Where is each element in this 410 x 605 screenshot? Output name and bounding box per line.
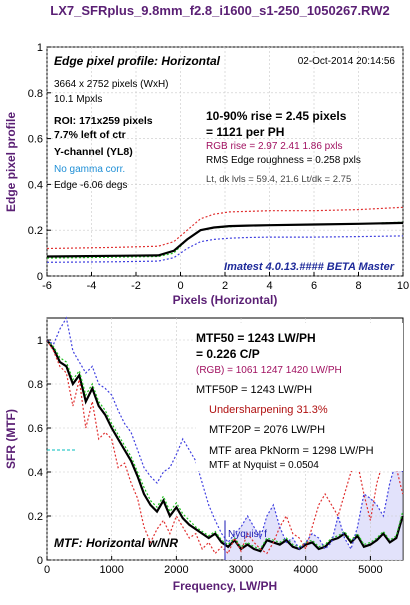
edge-series-red bbox=[46, 206, 404, 250]
mtf-area: MTF area PkNorm = 1298 LW/PH bbox=[209, 445, 374, 457]
rgb-rise: RGB rise = 2.97 2.41 1.86 pxls bbox=[206, 141, 342, 152]
mtf-plot-ticks: 0 1000 2000 3000 4000 5000 0 0.2 0.4 0.6 0.8 1 bbox=[28, 335, 383, 576]
edge-y-axis-label: Edge pixel profile bbox=[4, 112, 18, 212]
edge-y-tick-label: 0.4 bbox=[28, 179, 43, 191]
edge-x-tick-label: 2 bbox=[222, 280, 228, 292]
mtf-x-tick-label: 5000 bbox=[358, 564, 382, 576]
edge-size-line: 3664 x 2752 pixels (WxH) bbox=[54, 79, 169, 90]
figure-title: LX7_SFRplus_9.8mm_f2.8_i1600_s1-250_1050… bbox=[50, 3, 389, 18]
undersharpening: Undersharpening 31.3% bbox=[209, 404, 328, 416]
mtf-at-nyquist: MTF at Nyquist = 0.0504 bbox=[209, 460, 319, 471]
mtf-y-tick-label: 0 bbox=[37, 555, 43, 567]
edge-x-tick-label: 4 bbox=[266, 280, 272, 292]
edge-series-black bbox=[46, 221, 404, 258]
edge-x-tick-label: -6 bbox=[42, 280, 52, 292]
edge-x-tick-label: 8 bbox=[355, 280, 361, 292]
mtf-x-tick-label: 0 bbox=[44, 564, 50, 576]
mtf-y-axis-label: SFR (MTF) bbox=[4, 409, 18, 469]
mtf50p: MTF50P = 1243 LW/PH bbox=[196, 384, 312, 396]
edge-x-tick-label: 10 bbox=[397, 280, 409, 292]
rms-roughness: RMS Edge roughness = 0.258 pxls bbox=[206, 155, 361, 166]
mtf-y-tick-label: 0.8 bbox=[28, 379, 43, 391]
edge-gamma: No gamma corr. bbox=[54, 164, 125, 175]
mtf-x-tick-label: 2000 bbox=[164, 564, 188, 576]
edge-panel-title: Edge pixel profile: Horizontal bbox=[54, 54, 221, 68]
mtf-info-box bbox=[196, 323, 403, 471]
rise-line-2: = 1121 per PH bbox=[206, 125, 284, 139]
mtf-y-tick-label: 0.2 bbox=[28, 511, 43, 523]
mtf-x-tick-label: 1000 bbox=[99, 564, 123, 576]
mtf50-line-2: = 0.226 C/P bbox=[196, 347, 260, 361]
edge-x-tick-label: 6 bbox=[311, 280, 317, 292]
edge-plot-frame bbox=[46, 46, 404, 277]
mtf-series-green bbox=[46, 339, 404, 550]
rise-line-1: 10-90% rise = 2.45 pixels bbox=[206, 109, 347, 123]
edge-roi: ROI: 171x259 pixels bbox=[54, 115, 153, 127]
mtf-y-tick-label: 0.6 bbox=[28, 423, 43, 435]
edge-profile-panel: -6 -4 -2 0 2 4 6 8 10 0 0.2 0.4 0.6 0.8 1 Edge pixel p… bbox=[4, 42, 409, 307]
mtf50-rgb: (RGB) = 1061 1247 1420 LW/PH bbox=[196, 365, 342, 376]
mtf-panel: 0 1000 2000 3000 4000 5000 0 0.2 0.4 0.6 0.8 1 MTF5… bbox=[4, 316, 404, 593]
mtf-y-tick-label: 1 bbox=[37, 335, 43, 347]
mtf-x-axis-label: Frequency, LW/PH bbox=[173, 579, 277, 593]
edge-plot-ticks: -6 -4 -2 0 2 4 6 8 10 0 0.2 0.4 0.6 0.8 1 bbox=[28, 42, 409, 292]
mtf20p: MTF20P = 2076 LW/PH bbox=[209, 424, 325, 436]
mtf50-line-1: MTF50 = 1243 LW/PH bbox=[196, 331, 316, 345]
light-dark-levels: Lt, dk lvls = 59.4, 21.6 Lt/dk = 2.75 bbox=[206, 174, 351, 185]
edge-series-blue bbox=[46, 235, 404, 263]
edge-panel-date: 02-Oct-2014 20:14:56 bbox=[298, 56, 396, 67]
edge-channel: Y-channel (YL8) bbox=[54, 146, 133, 158]
mtf-panel-title: MTF: Horizontal w/NR bbox=[54, 536, 178, 550]
edge-left-of-ctr: 7.7% left of ctr bbox=[54, 129, 126, 141]
nyquist-label: Nyquist f bbox=[228, 529, 267, 540]
edge-y-tick-label: 0.8 bbox=[28, 88, 43, 100]
mtf-y-tick-label: 0.4 bbox=[28, 467, 43, 479]
edge-x-axis-label: Pixels (Horizontal) bbox=[173, 293, 278, 307]
mtf-x-tick-label: 4000 bbox=[293, 564, 317, 576]
edge-x-tick-label: 0 bbox=[177, 280, 183, 292]
edge-y-tick-label: 1 bbox=[37, 42, 43, 54]
edge-angle: Edge -6.06 degs bbox=[54, 180, 127, 191]
edge-mpxls: 10.1 Mpxls bbox=[54, 94, 102, 105]
imatest-version: Imatest 4.0.13.#### BETA Master bbox=[224, 261, 395, 273]
edge-x-tick-label: -2 bbox=[131, 280, 141, 292]
edge-y-tick-label: 0.6 bbox=[28, 134, 43, 146]
edge-plot-series bbox=[46, 206, 404, 263]
mtf-plot-series bbox=[46, 316, 404, 560]
edge-y-tick-label: 0.2 bbox=[28, 225, 43, 237]
edge-x-tick-label: -4 bbox=[87, 280, 97, 292]
mtf-x-tick-label: 3000 bbox=[229, 564, 253, 576]
edge-y-tick-label: 0 bbox=[37, 271, 43, 283]
